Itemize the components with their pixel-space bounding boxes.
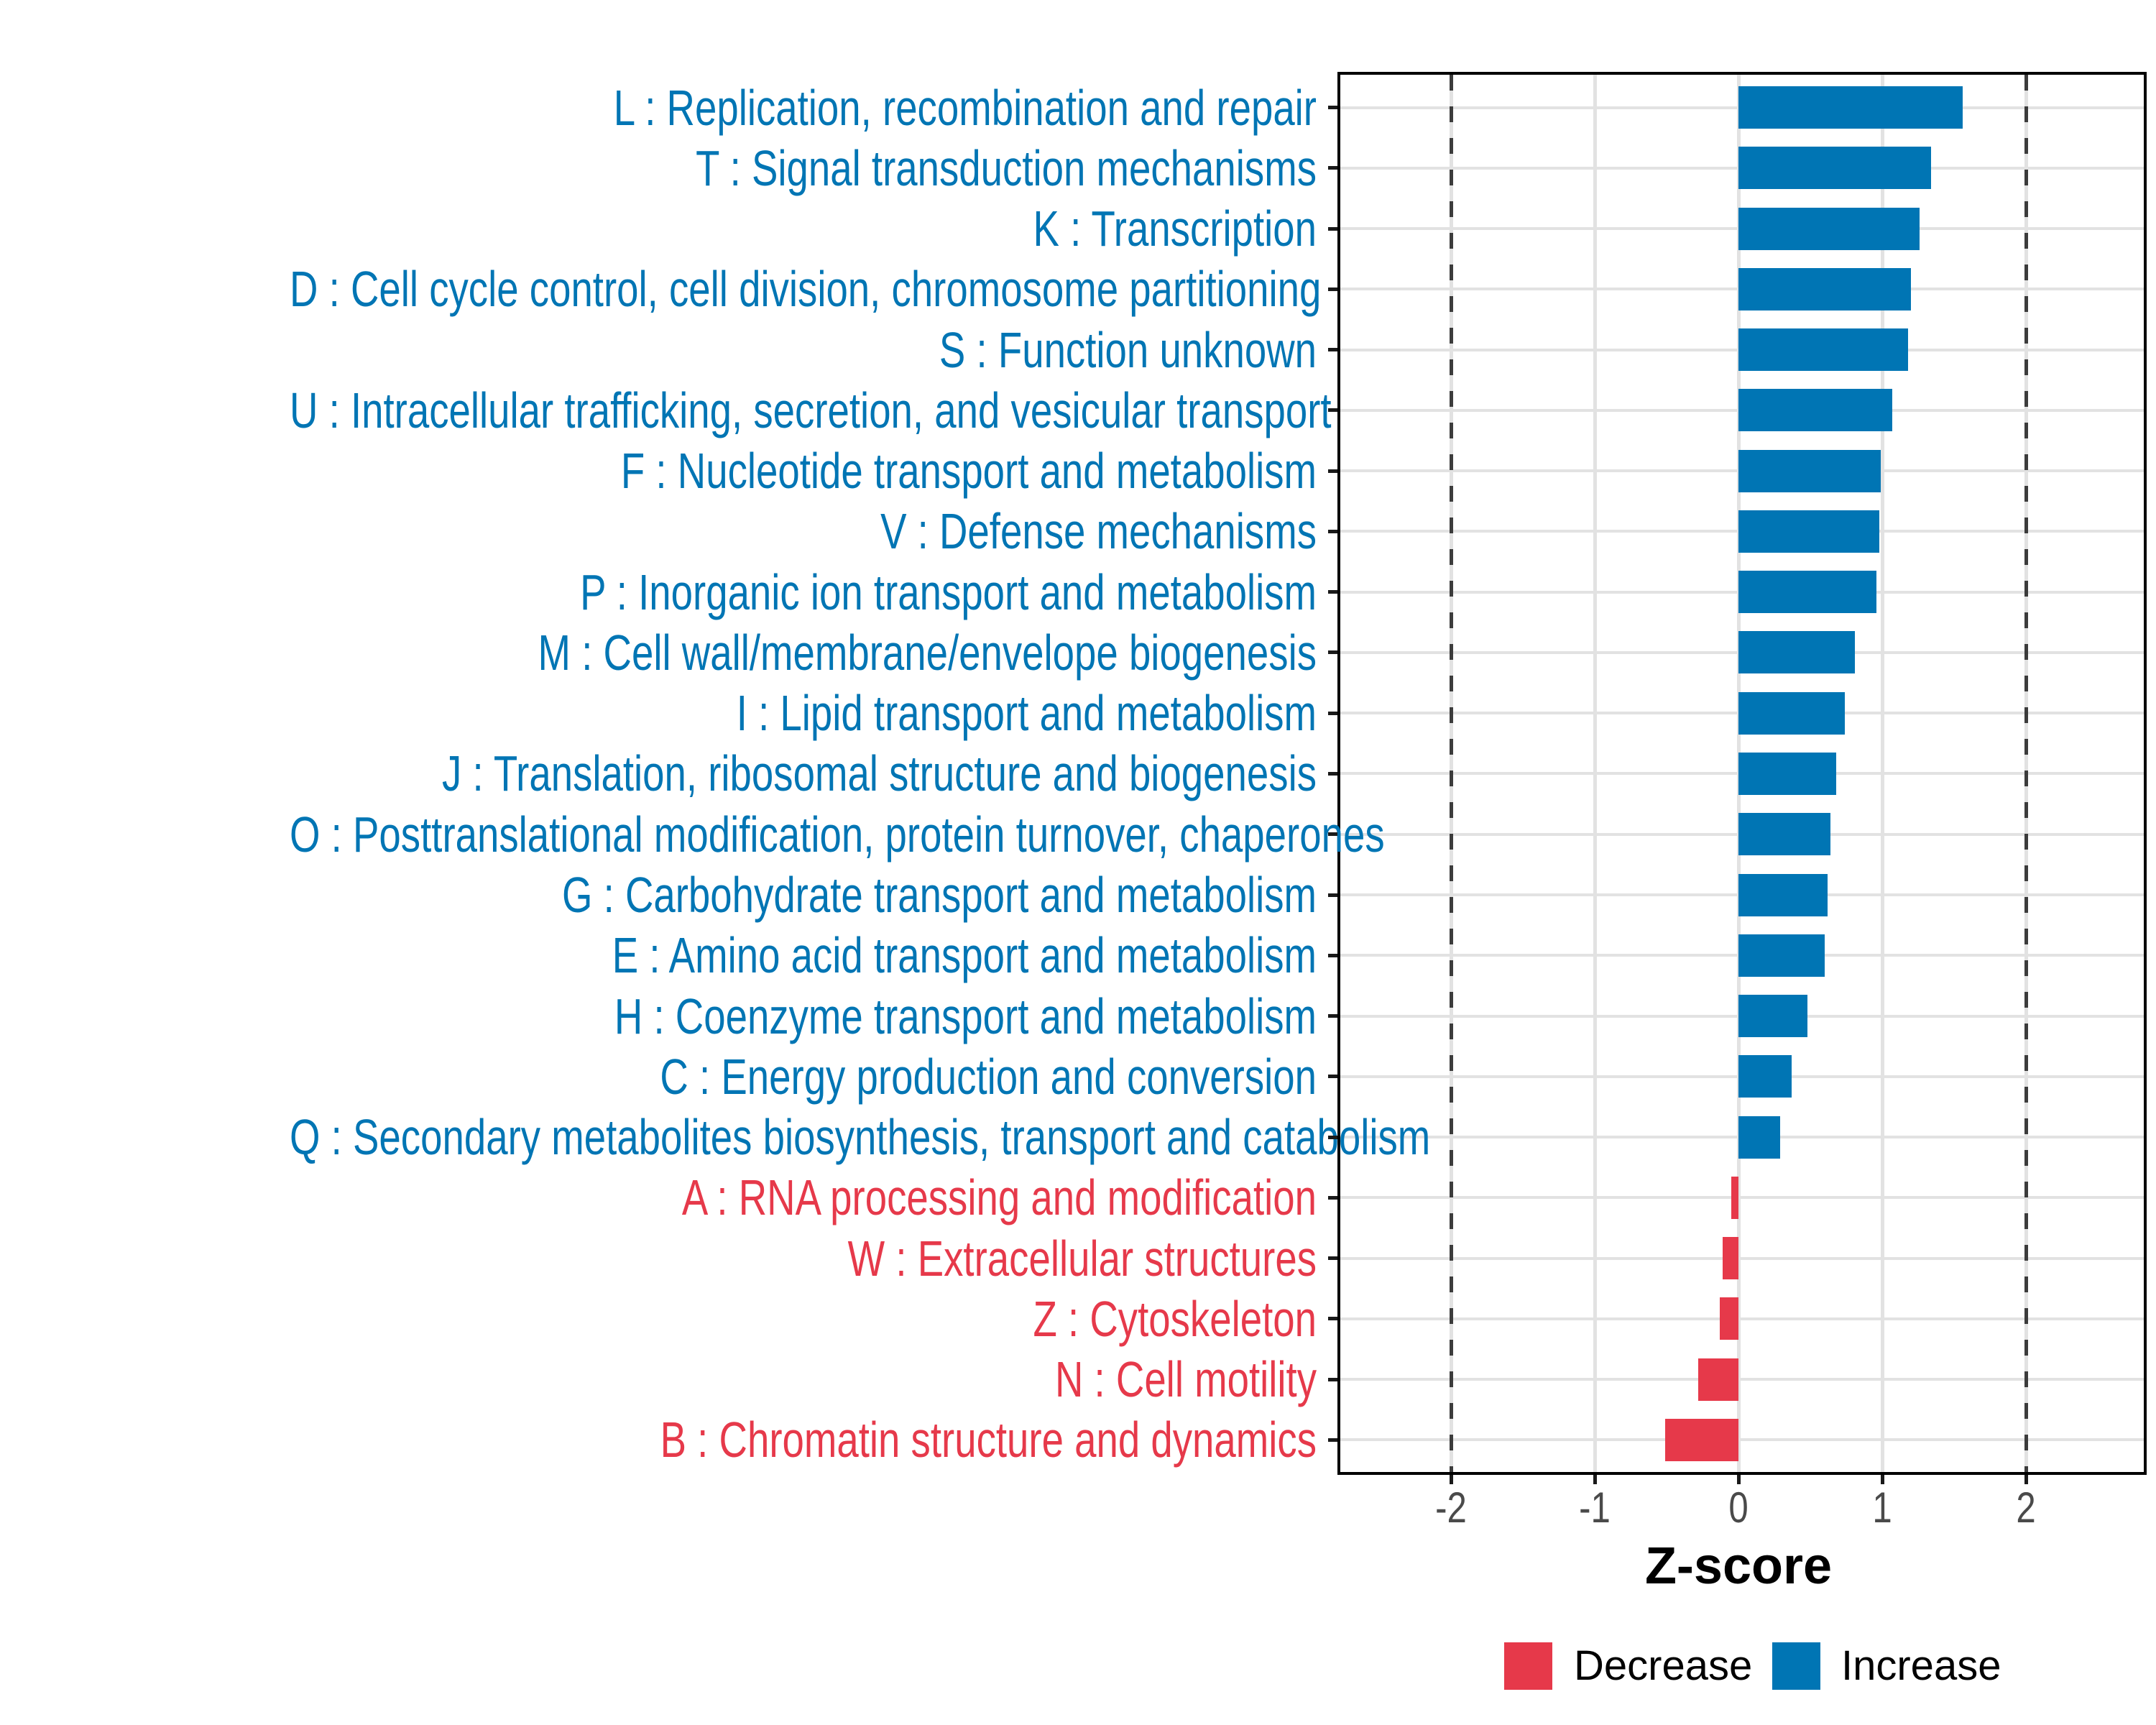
y-tick (1328, 1075, 1337, 1079)
bar (1738, 631, 1855, 674)
legend-label-increase: Increase (1841, 1642, 2001, 1689)
y-axis-label: O : Posttranslational modification, prot… (290, 806, 1385, 862)
x-axis-title: Z-score (1644, 1537, 1833, 1595)
bar (1738, 147, 1931, 190)
legend-swatch-decrease (1504, 1642, 1552, 1690)
dashed-reference-line (1449, 75, 1453, 1472)
x-tick-label: 0 (1728, 1484, 1749, 1532)
y-tick (1328, 893, 1337, 897)
y-axis-label: V : Defense mechanisms (880, 503, 1317, 560)
bar (1738, 752, 1836, 795)
x-tick (1593, 1475, 1597, 1484)
bar (1738, 1055, 1792, 1098)
y-tick (1328, 529, 1337, 533)
plot-panel (1337, 72, 2147, 1475)
bar (1723, 1237, 1738, 1280)
y-tick (1328, 1135, 1337, 1139)
y-axis-label: H : Coenzyme transport and metabolism (614, 988, 1317, 1044)
x-tick-label: 1 (1872, 1484, 1892, 1532)
bar (1738, 207, 1920, 250)
y-tick (1328, 953, 1337, 957)
y-tick (1328, 469, 1337, 473)
bar (1698, 1358, 1738, 1401)
x-tick (2024, 1475, 2028, 1484)
y-axis-label: D : Cell cycle control, cell division, c… (290, 261, 1322, 318)
y-tick (1328, 348, 1337, 352)
y-axis-label: P : Inorganic ion transport and metaboli… (580, 564, 1317, 620)
bar (1738, 86, 1963, 129)
bar (1738, 1116, 1780, 1159)
bar (1731, 1176, 1738, 1219)
y-axis-label: S : Function unknown (939, 321, 1317, 378)
bar (1738, 571, 1876, 614)
y-axis-label: A : RNA processing and modification (681, 1169, 1317, 1226)
y-axis-label: B : Chromatin structure and dynamics (660, 1412, 1317, 1468)
y-axis-label: I : Lipid transport and metabolism (736, 685, 1317, 742)
bar (1738, 389, 1892, 432)
y-axis-label: K : Transcription (1033, 201, 1317, 257)
y-axis-label: E : Amino acid transport and metabolism (612, 927, 1317, 984)
gridline-y (1340, 1438, 2144, 1442)
y-tick (1328, 1014, 1337, 1018)
y-tick (1328, 1377, 1337, 1381)
legend-label-decrease: Decrease (1574, 1642, 1753, 1689)
y-tick (1328, 650, 1337, 655)
y-tick (1328, 1317, 1337, 1321)
x-tick-label: 2 (2016, 1484, 2036, 1532)
y-axis-label: N : Cell motility (1054, 1351, 1317, 1408)
y-axis-label: Q : Secondary metabolites biosynthesis, … (290, 1109, 1431, 1166)
y-axis-label: C : Energy production and conversion (660, 1048, 1317, 1105)
gridline-y (1340, 1196, 2144, 1200)
y-tick (1328, 408, 1337, 413)
bar (1738, 934, 1825, 977)
y-tick (1328, 590, 1337, 594)
x-tick (1880, 1475, 1884, 1484)
y-tick (1328, 226, 1337, 231)
y-axis-label: W : Extracellular structures (847, 1230, 1317, 1287)
bar (1738, 328, 1908, 372)
y-tick (1328, 287, 1337, 291)
gridline-y (1340, 1378, 2144, 1381)
y-tick (1328, 106, 1337, 109)
bar (1738, 995, 1807, 1038)
y-axis-label: T : Signal transduction mechanisms (696, 139, 1317, 196)
legend-swatch-increase (1772, 1642, 1820, 1690)
dashed-reference-line (2024, 75, 2028, 1472)
y-axis-label: L : Replication, recombination and repai… (613, 79, 1317, 136)
x-tick (1736, 1475, 1741, 1484)
y-axis-label: G : Carbohydrate transport and metabolis… (561, 867, 1317, 923)
y-tick (1328, 711, 1337, 715)
bar (1720, 1297, 1738, 1340)
y-tick (1328, 832, 1337, 837)
bar (1738, 267, 1911, 310)
y-axis-label: U : Intracellular trafficking, secretion… (290, 382, 1332, 438)
gridline-y (1340, 1317, 2144, 1320)
y-tick (1328, 1195, 1337, 1200)
y-tick (1328, 166, 1337, 170)
y-axis-label: M : Cell wall/membrane/envelope biogenes… (538, 624, 1317, 681)
y-tick (1328, 1256, 1337, 1261)
y-axis-label: J : Translation, ribosomal structure and… (442, 745, 1317, 802)
bar (1738, 510, 1879, 553)
y-tick (1328, 771, 1337, 776)
bar (1738, 873, 1828, 916)
bar (1738, 449, 1881, 492)
x-tick-label: -1 (1579, 1484, 1611, 1532)
bar (1738, 691, 1845, 735)
bar (1738, 813, 1830, 856)
x-tick (1449, 1475, 1453, 1484)
bar (1665, 1418, 1738, 1461)
gridline-y (1340, 1256, 2144, 1260)
y-axis-label: Z : Cytoskeleton (1033, 1290, 1317, 1347)
y-tick (1328, 1438, 1337, 1442)
y-axis-label: F : Nucleotide transport and metabolism (620, 443, 1317, 500)
x-tick-label: -2 (1435, 1484, 1467, 1532)
